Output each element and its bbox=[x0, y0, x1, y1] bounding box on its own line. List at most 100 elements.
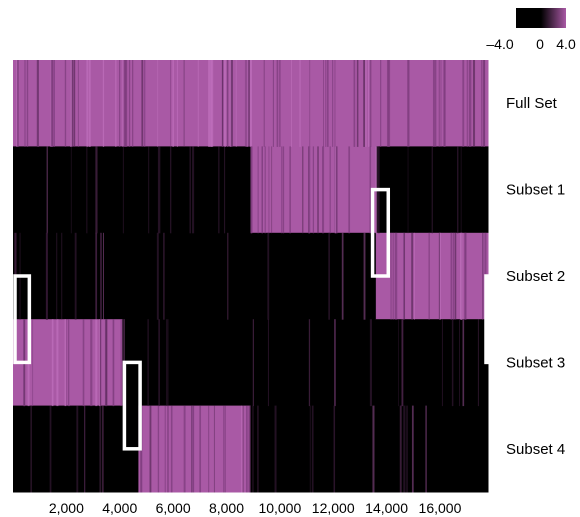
texture-stripe bbox=[250, 146, 253, 234]
row-label: Subset 2 bbox=[506, 268, 565, 285]
texture-stripe bbox=[70, 146, 72, 234]
texture-stripe bbox=[176, 60, 178, 147]
texture-stripe bbox=[213, 405, 215, 493]
texture-stripe bbox=[120, 319, 122, 407]
texture-stripe bbox=[46, 232, 48, 320]
heatmap-segment bbox=[138, 405, 251, 493]
texture-stripe bbox=[333, 405, 335, 493]
row-label: Subset 4 bbox=[506, 441, 565, 458]
texture-stripe bbox=[267, 232, 270, 320]
texture-stripe bbox=[49, 405, 52, 493]
texture-stripe bbox=[167, 405, 169, 493]
x-tick-label: 10,000 bbox=[258, 500, 301, 516]
texture-stripe bbox=[407, 60, 409, 147]
texture-stripe bbox=[268, 146, 270, 234]
texture-stripe bbox=[56, 232, 58, 320]
texture-stripe bbox=[317, 146, 319, 234]
texture-stripe bbox=[16, 60, 18, 147]
texture-stripe bbox=[103, 232, 105, 320]
texture-stripe bbox=[252, 319, 255, 407]
texture-stripe bbox=[64, 319, 67, 407]
texture-stripe bbox=[52, 60, 54, 147]
texture-stripe bbox=[309, 60, 311, 147]
texture-stripe bbox=[229, 60, 232, 147]
texture-stripe bbox=[388, 60, 391, 147]
texture-stripe bbox=[71, 60, 74, 147]
texture-stripe bbox=[407, 146, 409, 234]
texture-stripe bbox=[462, 60, 465, 147]
texture-stripe bbox=[112, 319, 115, 407]
texture-stripe bbox=[244, 60, 246, 147]
texture-stripe bbox=[323, 60, 324, 147]
texture-stripe bbox=[122, 146, 124, 234]
texture-stripe bbox=[441, 319, 443, 407]
texture-stripe bbox=[224, 405, 226, 493]
texture-stripe bbox=[95, 319, 98, 407]
texture-stripe bbox=[45, 232, 48, 320]
texture-stripe bbox=[123, 60, 126, 147]
texture-stripe bbox=[208, 60, 210, 147]
texture-stripe bbox=[199, 405, 202, 493]
texture-stripe bbox=[223, 60, 226, 147]
texture-stripe bbox=[86, 146, 88, 234]
texture-stripe bbox=[32, 319, 34, 407]
x-tick-label: 16,000 bbox=[419, 500, 462, 516]
texture-stripe bbox=[100, 232, 102, 320]
texture-stripe bbox=[353, 60, 356, 147]
texture-stripe bbox=[257, 146, 259, 234]
texture-stripe bbox=[272, 60, 274, 147]
colorbar-label-max: 4.0 bbox=[556, 36, 576, 52]
texture-stripe bbox=[183, 405, 186, 493]
texture-stripe bbox=[414, 232, 415, 320]
texture-stripe bbox=[113, 319, 115, 407]
texture-stripe bbox=[191, 405, 194, 493]
texture-stripe bbox=[90, 319, 93, 407]
row-label: Subset 1 bbox=[506, 182, 565, 199]
texture-stripe bbox=[267, 319, 269, 407]
texture-stripe bbox=[61, 232, 63, 320]
texture-stripe bbox=[247, 405, 249, 493]
texture-stripe bbox=[170, 60, 171, 147]
texture-stripe bbox=[431, 146, 433, 234]
texture-stripe bbox=[144, 60, 146, 147]
x-tick-label: 2,000 bbox=[49, 500, 84, 516]
texture-stripe bbox=[24, 60, 26, 147]
texture-stripe bbox=[241, 405, 242, 493]
texture-stripe bbox=[73, 60, 76, 147]
texture-stripe bbox=[326, 60, 329, 147]
x-tick-label: 4,000 bbox=[102, 500, 137, 516]
texture-stripe bbox=[166, 319, 168, 407]
texture-stripe bbox=[191, 405, 193, 493]
texture-stripe bbox=[390, 232, 392, 320]
texture-stripe bbox=[128, 60, 131, 147]
texture-stripe bbox=[157, 60, 159, 147]
texture-stripe bbox=[334, 60, 336, 147]
texture-stripe bbox=[211, 60, 214, 147]
texture-stripe bbox=[438, 232, 440, 320]
texture-stripe bbox=[208, 405, 210, 493]
texture-stripe bbox=[223, 405, 224, 493]
texture-stripe bbox=[369, 319, 372, 407]
texture-stripe bbox=[102, 60, 105, 147]
highlight-box bbox=[13, 274, 32, 365]
texture-stripe bbox=[30, 405, 32, 493]
texture-stripe bbox=[249, 405, 251, 493]
heatmap-segment bbox=[250, 405, 489, 493]
x-axis: 2,000 4,000 6,000 8,000 10,000 12,000 14,000 16… bbox=[49, 500, 462, 516]
highlight-box bbox=[484, 274, 491, 365]
texture-stripe bbox=[122, 60, 124, 147]
texture-stripe bbox=[158, 146, 161, 234]
texture-stripe bbox=[84, 405, 85, 493]
texture-stripe bbox=[363, 60, 365, 147]
texture-stripe bbox=[125, 60, 128, 147]
texture-stripe bbox=[309, 405, 311, 493]
texture-stripe bbox=[428, 232, 430, 320]
texture-stripe bbox=[105, 319, 108, 407]
texture-stripe bbox=[457, 146, 459, 234]
texture-stripe bbox=[167, 319, 169, 407]
texture-stripe bbox=[302, 146, 304, 234]
texture-stripe bbox=[369, 60, 372, 147]
texture-stripe bbox=[95, 232, 97, 320]
texture-stripe bbox=[325, 60, 327, 147]
